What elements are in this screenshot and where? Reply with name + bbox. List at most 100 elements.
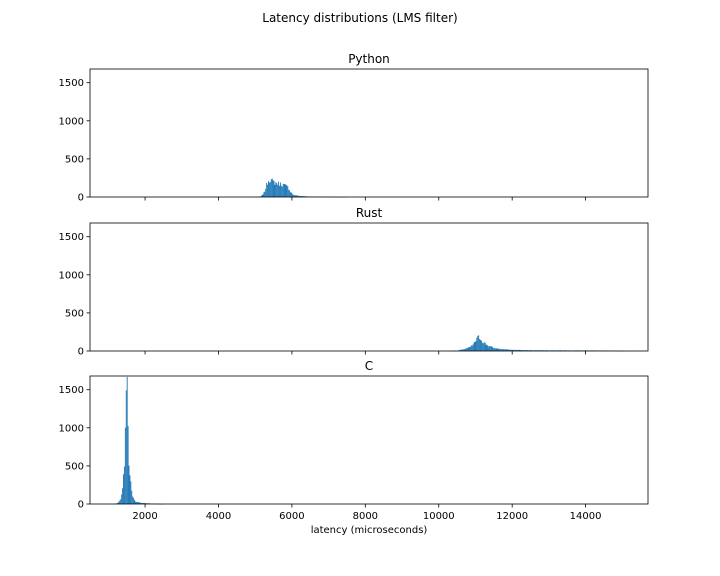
histogram-bar-rust-44 [490,346,492,351]
histogram-bar-rust-35 [481,342,483,351]
histogram-rust [449,335,625,352]
histogram-bar-rust-45 [491,346,492,351]
histogram-bar-rust-11 [459,349,461,351]
histogram-bar-rust-72 [515,349,517,351]
histogram-bar-python-34 [286,185,288,197]
histogram-bar-rust-10 [458,350,460,351]
histogram-bar-rust-40 [486,344,488,351]
histogram-bar-python-21 [274,184,276,197]
histogram-bar-rust-18 [466,348,468,351]
histogram-c [113,376,164,505]
histogram-bar-rust-88 [530,350,532,351]
histogram-bar-c-30 [141,502,143,504]
histogram-bar-python-27 [279,182,281,197]
histogram-bar-python-31 [283,184,285,197]
histogram-bar-c-4 [117,502,119,504]
histogram-bar-rust-79 [522,350,524,351]
histogram-bar-python-52 [302,196,304,197]
ytick-label-c-1: 500 [65,461,84,472]
histogram-bar-python-12 [266,182,268,197]
histogram-bar-c-29 [140,502,142,504]
histogram-bar-python-37 [289,190,291,197]
histogram-bar-rust-28 [475,340,477,351]
histogram-bar-rust-55 [500,348,502,351]
histogram-bar-c-27 [138,502,140,504]
histogram-bar-python-51 [302,195,303,197]
histogram-bar-python-7 [261,194,263,197]
histogram-bar-rust-19 [467,347,469,351]
histogram-bar-rust-52 [497,348,499,351]
histogram-bar-python-11 [265,188,267,197]
histogram-bar-python-19 [272,180,274,197]
x-axis-label: latency (microseconds) [311,525,428,536]
histogram-bar-python-32 [284,183,286,197]
histogram-bar-rust-12 [460,349,462,351]
histogram-bar-c-19 [131,490,133,504]
histogram-bar-c-10 [123,474,124,504]
histogram-bar-rust-65 [509,349,511,351]
histogram-bar-rust-69 [513,349,515,351]
subplot-title-c: C [365,359,373,373]
histogram-bar-rust-37 [483,342,485,351]
histogram-bar-python-50 [301,196,303,197]
ytick-label-rust-3: 1500 [59,232,84,243]
histogram-bar-python-26 [279,185,280,197]
histogram-bar-python-30 [282,183,284,197]
histogram-bar-python-20 [273,181,275,197]
histogram-bar-python-41 [292,194,294,197]
histogram-bar-rust-22 [469,346,471,351]
histogram-bar-c-15 [127,426,129,504]
histogram-bar-rust-74 [517,350,519,351]
histogram-bar-rust-51 [496,348,498,351]
histogram-bar-c-5 [118,501,120,504]
histogram-bar-c-23 [134,501,136,504]
histogram-bar-rust-30 [477,335,479,351]
histogram-bar-c-6 [119,500,121,504]
histogram-bar-python-49 [300,195,302,197]
xtick-label-c-1: 4000 [206,511,231,522]
histogram-bar-rust-60 [504,349,506,351]
histogram-bar-python-29 [281,186,283,197]
histogram-bar-c-20 [132,496,134,504]
subplot-python: Python 0 500 1000 1500 [59,52,649,204]
figure-title: Latency distributions (LMS filter) [262,11,457,25]
xtick-label-c-3: 8000 [353,511,378,522]
histogram-bar-python-24 [277,184,279,197]
ytick-label-rust-1: 500 [65,308,84,319]
ytick-label-python-1: 500 [65,154,84,165]
histogram-bar-c-21 [133,497,135,504]
subplot-c: C 0 500 1000 1500 2000 4000 6000 8000 10000 12000… [59,359,649,522]
axes-frame-python [89,68,649,198]
histogram-bar-rust-46 [491,346,493,351]
histogram-bar-c-8 [121,494,123,504]
xtick-label-c-0: 2000 [132,511,157,522]
histogram-bar-python-9 [263,192,265,197]
histogram-bar-python-16 [269,182,271,197]
histogram-bar-rust-98 [539,350,541,351]
histogram-bar-python-43 [294,195,296,197]
histogram-bar-rust-70 [514,349,515,351]
subplot-title-python: Python [348,52,390,66]
histogram-bar-python-18 [271,178,273,197]
histogram-bar-python-25 [278,181,280,197]
histogram-bar-c-12 [124,427,126,504]
histogram-bar-python-48 [299,195,301,197]
histogram-bar-rust-57 [502,349,503,351]
histogram-bar-python-23 [276,183,278,197]
ytick-label-c-0: 0 [78,500,84,511]
histogram-bar-rust-26 [473,342,475,351]
histogram-python [255,178,347,198]
histogram-bar-python-22 [275,182,277,197]
histogram-bar-rust-71 [514,350,516,351]
histogram-bar-rust-43 [489,346,491,351]
histogram-bar-c-28 [139,502,141,504]
histogram-bar-rust-49 [494,348,496,351]
ytick-label-python-2: 1000 [59,116,84,127]
histogram-bar-python-42 [293,194,295,197]
xtick-label-c-6: 14000 [570,511,602,522]
histogram-bar-rust-36 [482,343,484,351]
histogram-bar-python-40 [291,193,293,197]
histogram-bar-rust-53 [498,348,500,351]
histogram-bar-rust-59 [503,349,505,351]
